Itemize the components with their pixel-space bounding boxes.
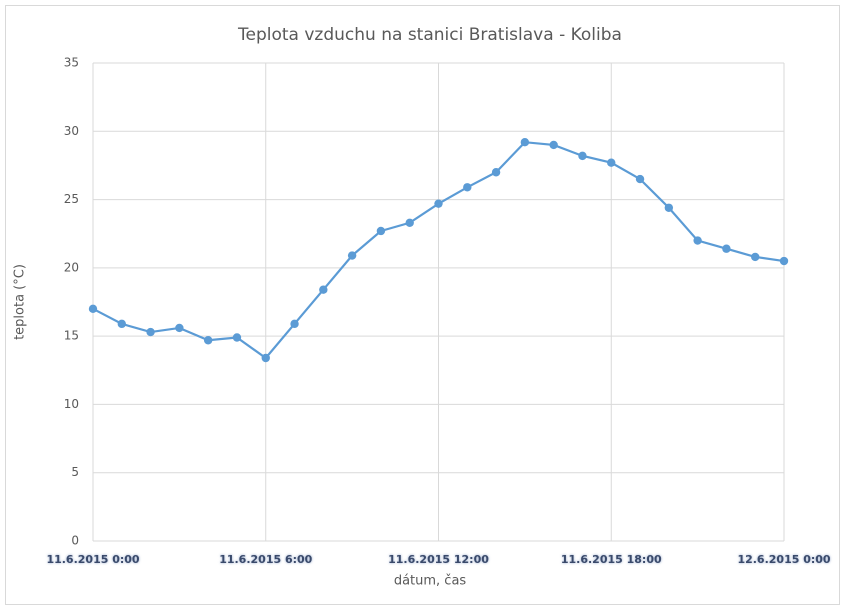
data-point <box>203 336 213 345</box>
y-tick-label: 35 <box>64 56 79 70</box>
y-tick-label: 5 <box>71 465 79 479</box>
data-point <box>578 151 587 161</box>
y-axis-label: teplota (°C) <box>13 264 28 340</box>
data-point <box>635 174 645 184</box>
y-tick-label: 25 <box>64 192 79 206</box>
y-tick-label: 10 <box>64 397 79 411</box>
data-point <box>520 138 530 147</box>
data-point <box>347 251 357 260</box>
chart-title: Teplota vzduchu na stanici Bratislava - … <box>237 25 622 45</box>
data-point <box>434 199 443 208</box>
x-tick-shadow: 11.6.2015 18:00 <box>561 553 662 566</box>
data-point <box>664 203 674 212</box>
data-point <box>146 327 155 337</box>
data-point <box>376 226 386 236</box>
data-point <box>751 252 760 262</box>
x-tick-label: 11.6.2015 6:00 <box>219 553 312 566</box>
data-point <box>693 236 702 245</box>
y-tick-label: 30 <box>64 124 79 138</box>
data-point <box>261 353 270 363</box>
data-point <box>549 140 558 150</box>
x-tick-shadow: 11.6.2015 0:00 <box>46 553 139 566</box>
data-point <box>175 323 184 333</box>
data-point <box>722 244 731 253</box>
data-point <box>290 319 299 329</box>
x-tick-label: 11.6.2015 18:00 <box>561 553 662 566</box>
x-tick-shadow: 12.6.2015 0:00 <box>737 553 830 566</box>
y-tick-label: 15 <box>64 329 79 343</box>
y-tick-label: 0 <box>71 534 79 548</box>
x-tick-label: 12.6.2015 0:00 <box>737 553 830 566</box>
x-axis-label: dátum, čas <box>394 574 467 589</box>
chart-border <box>5 5 840 605</box>
data-point <box>88 304 98 314</box>
data-point <box>319 285 328 294</box>
data-point <box>491 168 501 177</box>
x-tick-label: 11.6.2015 0:00 <box>46 553 139 566</box>
y-tick-label: 20 <box>64 260 79 274</box>
data-point <box>117 319 126 329</box>
data-point <box>463 183 472 192</box>
data-point <box>405 218 414 227</box>
data-point <box>607 158 616 167</box>
data-point <box>232 333 242 342</box>
x-tick-label: 11.6.2015 12:00 <box>388 553 489 566</box>
data-point <box>779 256 789 266</box>
x-tick-shadow: 11.6.2015 12:00 <box>388 553 489 566</box>
x-tick-shadow: 11.6.2015 6:00 <box>219 553 312 566</box>
